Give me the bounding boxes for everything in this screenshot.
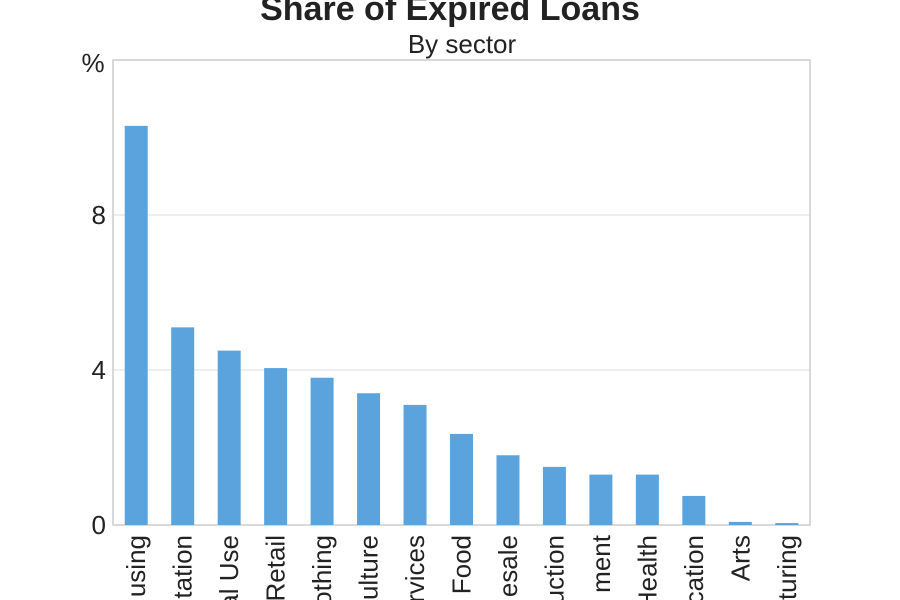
bar: [728, 521, 752, 525]
x-tick-label: cation: [679, 535, 709, 600]
bars: [124, 125, 799, 525]
y-tick-label: 4: [92, 355, 106, 385]
x-axis-labels: using tation al Use Retail othing ulture rvice…: [121, 534, 802, 600]
bar: [496, 455, 520, 525]
y-axis-ticks: 0 4 8: [92, 200, 106, 540]
bar: [403, 404, 427, 525]
chart-title: Share of Expired Loans: [260, 0, 640, 28]
chart-subtitle: By sector: [408, 29, 517, 59]
x-tick-label: esale: [493, 535, 523, 597]
bar: [635, 474, 659, 525]
x-tick-label: Health: [632, 535, 662, 600]
y-tick-label: 0: [92, 510, 106, 540]
bar: [542, 466, 566, 525]
x-tick-label: Arts: [725, 535, 755, 581]
x-tick-label: rvices: [400, 535, 430, 600]
gridlines: [113, 214, 810, 371]
x-tick-label: Food: [447, 535, 477, 594]
x-tick-label: othing: [307, 535, 337, 600]
x-tick-label: using: [121, 535, 151, 597]
x-tick-label: uction: [539, 535, 569, 600]
bar: [264, 368, 288, 525]
x-tick-label: al Use: [214, 535, 244, 600]
bar: [124, 125, 148, 525]
bar: [589, 474, 613, 525]
y-tick-label: 8: [92, 200, 106, 230]
x-tick-label: ulture: [354, 535, 384, 600]
x-tick-label: tation: [168, 535, 198, 599]
x-tick-label: ment: [586, 534, 616, 593]
bar: [775, 523, 799, 525]
bar: [682, 495, 706, 525]
y-axis-unit: %: [81, 48, 104, 78]
bar: [171, 327, 195, 525]
bar: [217, 350, 241, 525]
bar: [357, 393, 381, 525]
bar: [450, 433, 473, 525]
x-tick-label: Retail: [261, 535, 291, 600]
bar: [310, 377, 334, 525]
x-tick-label: turing: [772, 535, 802, 600]
